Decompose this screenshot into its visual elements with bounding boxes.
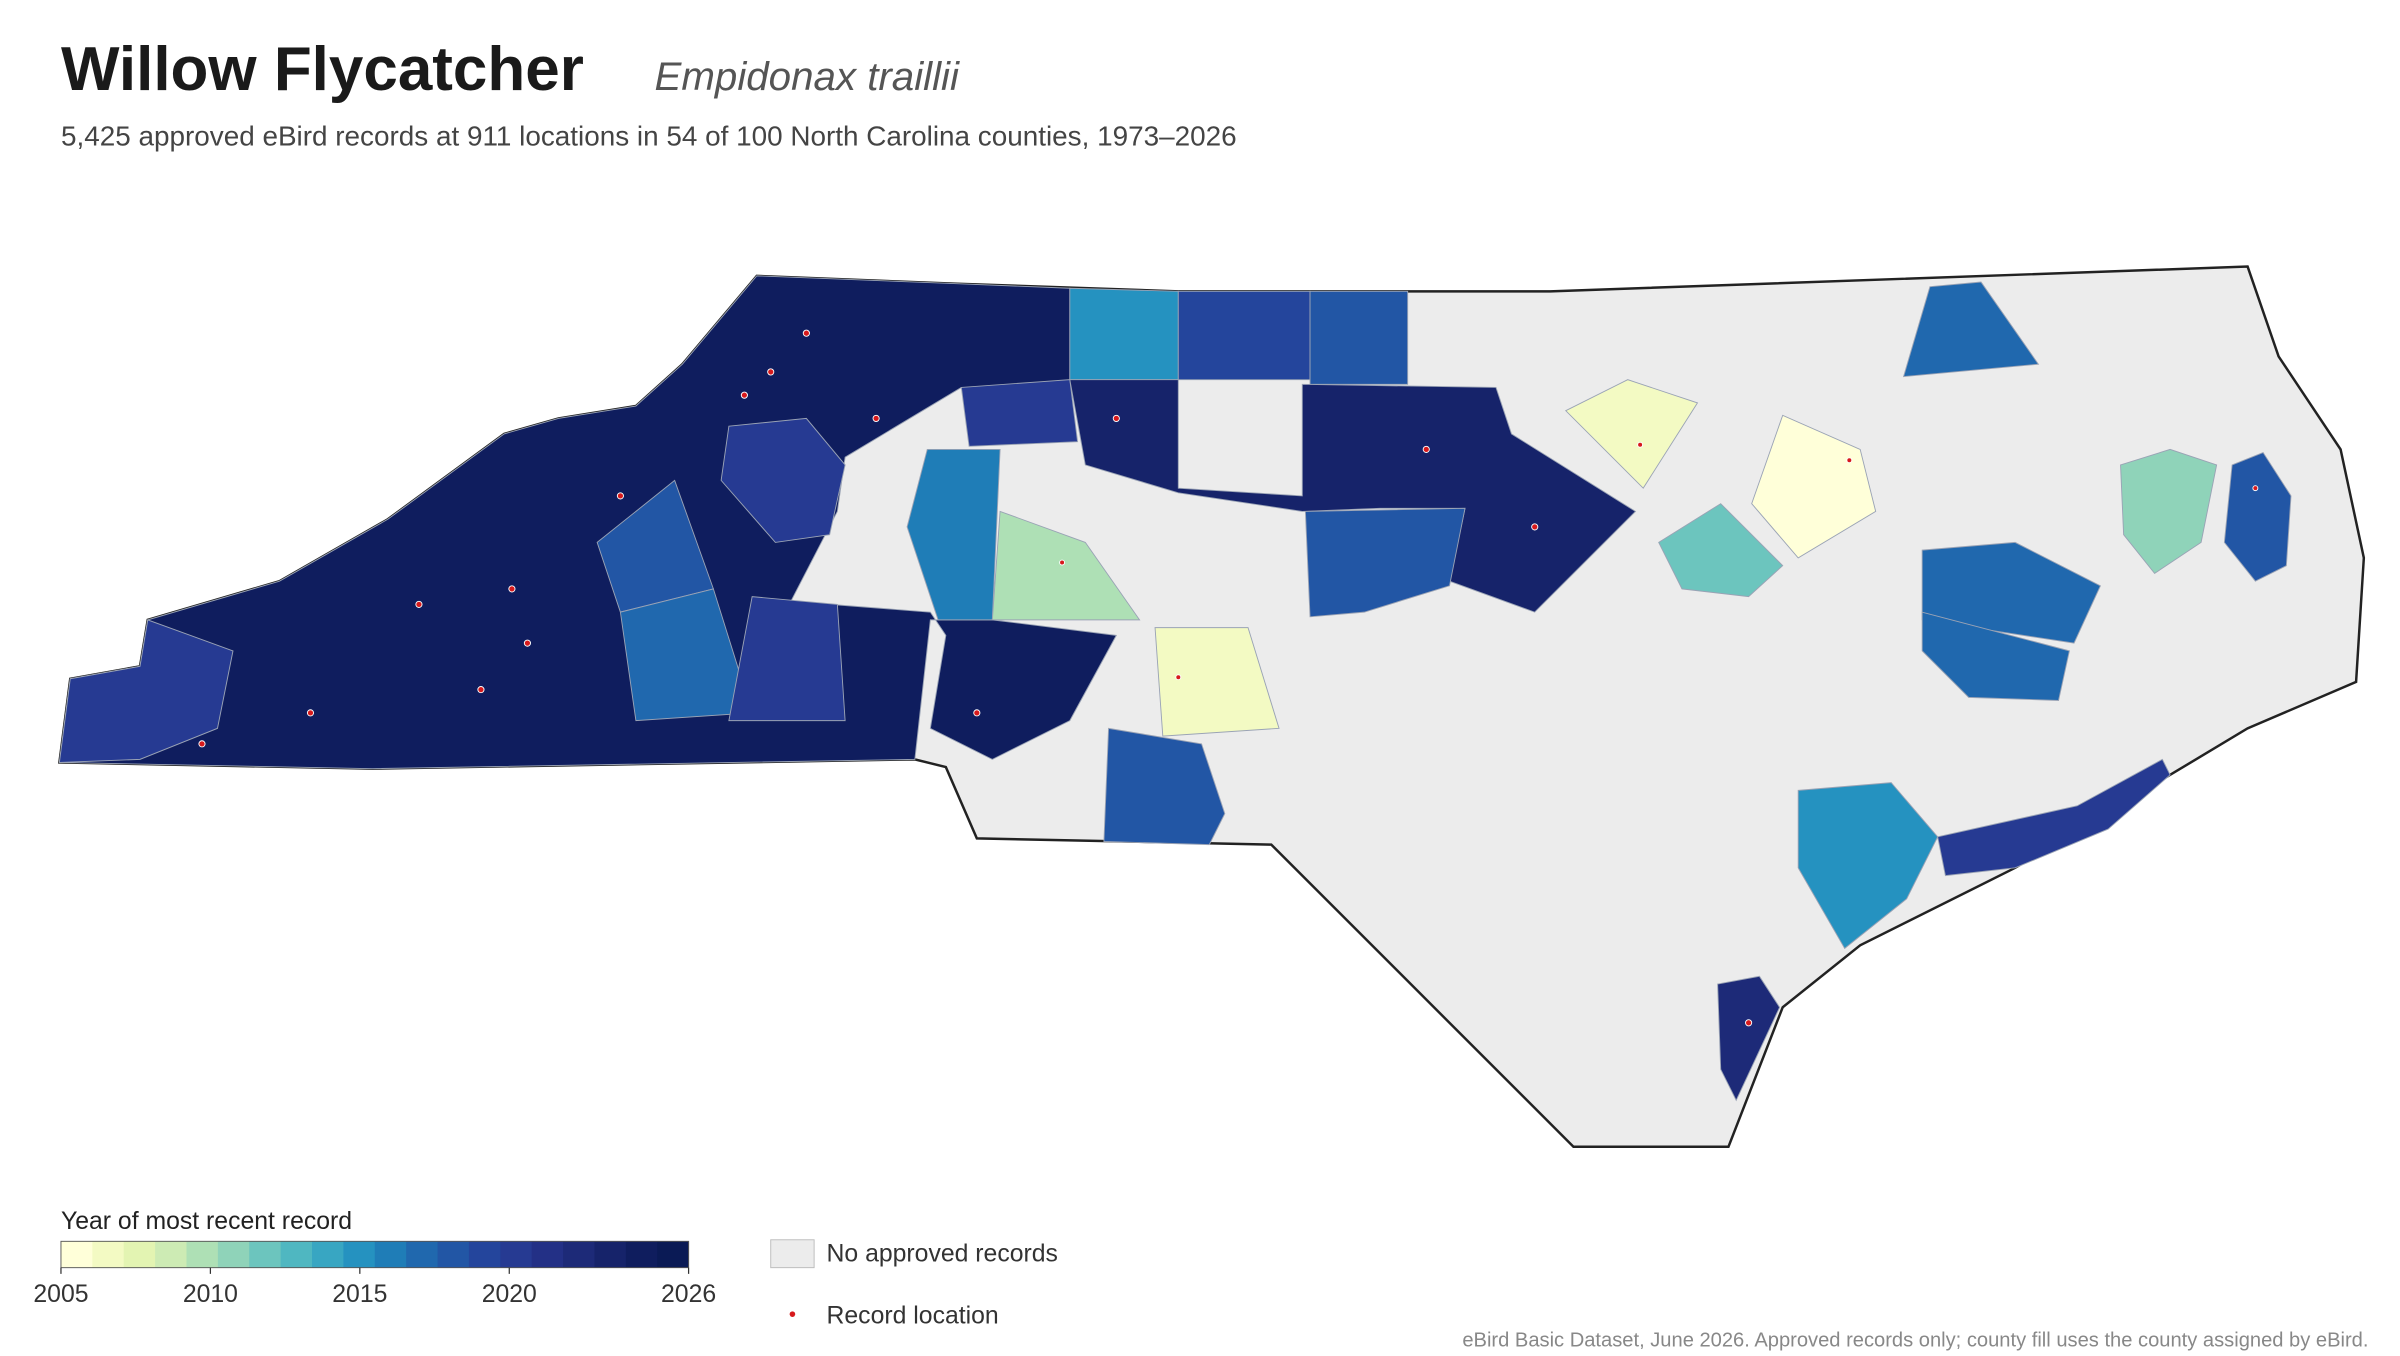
species-name: Empidonax traillii xyxy=(655,54,961,99)
colorbar-tick-label: 2005 xyxy=(33,1281,88,1308)
county-region xyxy=(1921,611,2070,701)
colorbar-step xyxy=(186,1241,219,1268)
legend-title: Year of most recent record xyxy=(61,1208,352,1235)
county-region xyxy=(1902,281,2040,378)
county-region xyxy=(1937,758,2171,877)
record-dot xyxy=(1637,441,1644,448)
colorbar-frame xyxy=(60,1240,690,1269)
county-region xyxy=(1103,727,1226,846)
colorbar-step xyxy=(531,1241,564,1268)
colorbar-step xyxy=(374,1241,407,1268)
colorbar-tick-label: 2020 xyxy=(482,1281,537,1308)
record-dot xyxy=(306,709,315,717)
colorbar-step xyxy=(123,1241,156,1268)
county-region xyxy=(2223,451,2292,582)
colorbar-step xyxy=(249,1241,282,1268)
colorbar-step xyxy=(563,1241,595,1268)
county-region xyxy=(1177,290,1311,381)
record-dot xyxy=(1531,523,1539,531)
record-dot xyxy=(523,639,531,647)
colorbar: 2005 2010 2015 2020 2026 xyxy=(33,1240,716,1308)
no-data-label: No approved records xyxy=(827,1240,1058,1267)
colorbar-step xyxy=(437,1241,470,1268)
record-dot xyxy=(740,391,748,399)
county-region xyxy=(2120,448,2218,575)
record-dots xyxy=(198,329,2259,1027)
county-region xyxy=(1751,414,1877,559)
colorbar-step xyxy=(406,1241,439,1268)
record-dot xyxy=(1745,1019,1753,1027)
county-region xyxy=(1069,379,1637,613)
record-swatch xyxy=(789,1311,796,1317)
record-dot xyxy=(872,414,880,422)
colorbar-step xyxy=(280,1241,313,1268)
colorbar-step xyxy=(657,1241,690,1268)
record-dot xyxy=(1422,445,1430,453)
record-dot xyxy=(616,492,624,500)
county-region xyxy=(960,379,1079,447)
colorbar-step xyxy=(625,1241,658,1268)
record-dot xyxy=(767,368,775,376)
record-dot xyxy=(2252,485,2259,492)
record-dot xyxy=(973,709,981,717)
subtitle: 5,425 approved eBird records at 911 loca… xyxy=(61,121,1237,152)
county-region xyxy=(1154,627,1280,737)
county-region xyxy=(1717,975,1781,1102)
county-region xyxy=(1921,541,2101,644)
record-dot xyxy=(1175,674,1182,681)
record-dot xyxy=(415,600,423,608)
county-region xyxy=(1797,782,1939,950)
county-region xyxy=(1564,379,1699,489)
county-region xyxy=(1309,290,1409,385)
county-region xyxy=(728,596,846,722)
legend: Year of most recent record 2005 2010 2015 2… xyxy=(33,1208,1058,1330)
county-region xyxy=(58,619,234,763)
colorbar-step xyxy=(217,1241,250,1268)
record-label: Record location xyxy=(827,1302,999,1329)
county-region xyxy=(1304,507,1466,618)
record-dot xyxy=(802,329,810,337)
nc-map xyxy=(58,265,2366,1149)
county-region xyxy=(1658,503,1784,598)
record-dot xyxy=(198,740,206,748)
record-dot xyxy=(1112,414,1120,422)
colorbar-step xyxy=(594,1241,627,1268)
colorbar-step xyxy=(92,1241,125,1268)
colorbar-step xyxy=(60,1241,93,1268)
record-dot xyxy=(508,585,516,593)
colorbar-step xyxy=(343,1241,376,1268)
county-region xyxy=(991,510,1141,621)
colorbar-tick-label: 2010 xyxy=(183,1281,238,1308)
colorbar-tick-label: 2015 xyxy=(332,1281,387,1308)
record-dot xyxy=(1059,559,1066,566)
source-note: eBird Basic Dataset, June 2026. Approved… xyxy=(1462,1330,2368,1352)
colorbar-step xyxy=(312,1241,344,1268)
record-dot xyxy=(477,686,485,694)
colorbar-step xyxy=(468,1241,501,1268)
county-region xyxy=(906,448,1001,621)
colorbar-step xyxy=(500,1241,533,1268)
title: Willow Flycatcher xyxy=(61,35,584,104)
no-data-swatch xyxy=(770,1239,815,1269)
county-region xyxy=(720,417,846,543)
county-region xyxy=(1069,287,1179,381)
colorbar-tick-label: 2026 xyxy=(661,1281,716,1308)
record-dot xyxy=(1846,457,1853,464)
colorbar-step xyxy=(155,1241,187,1268)
